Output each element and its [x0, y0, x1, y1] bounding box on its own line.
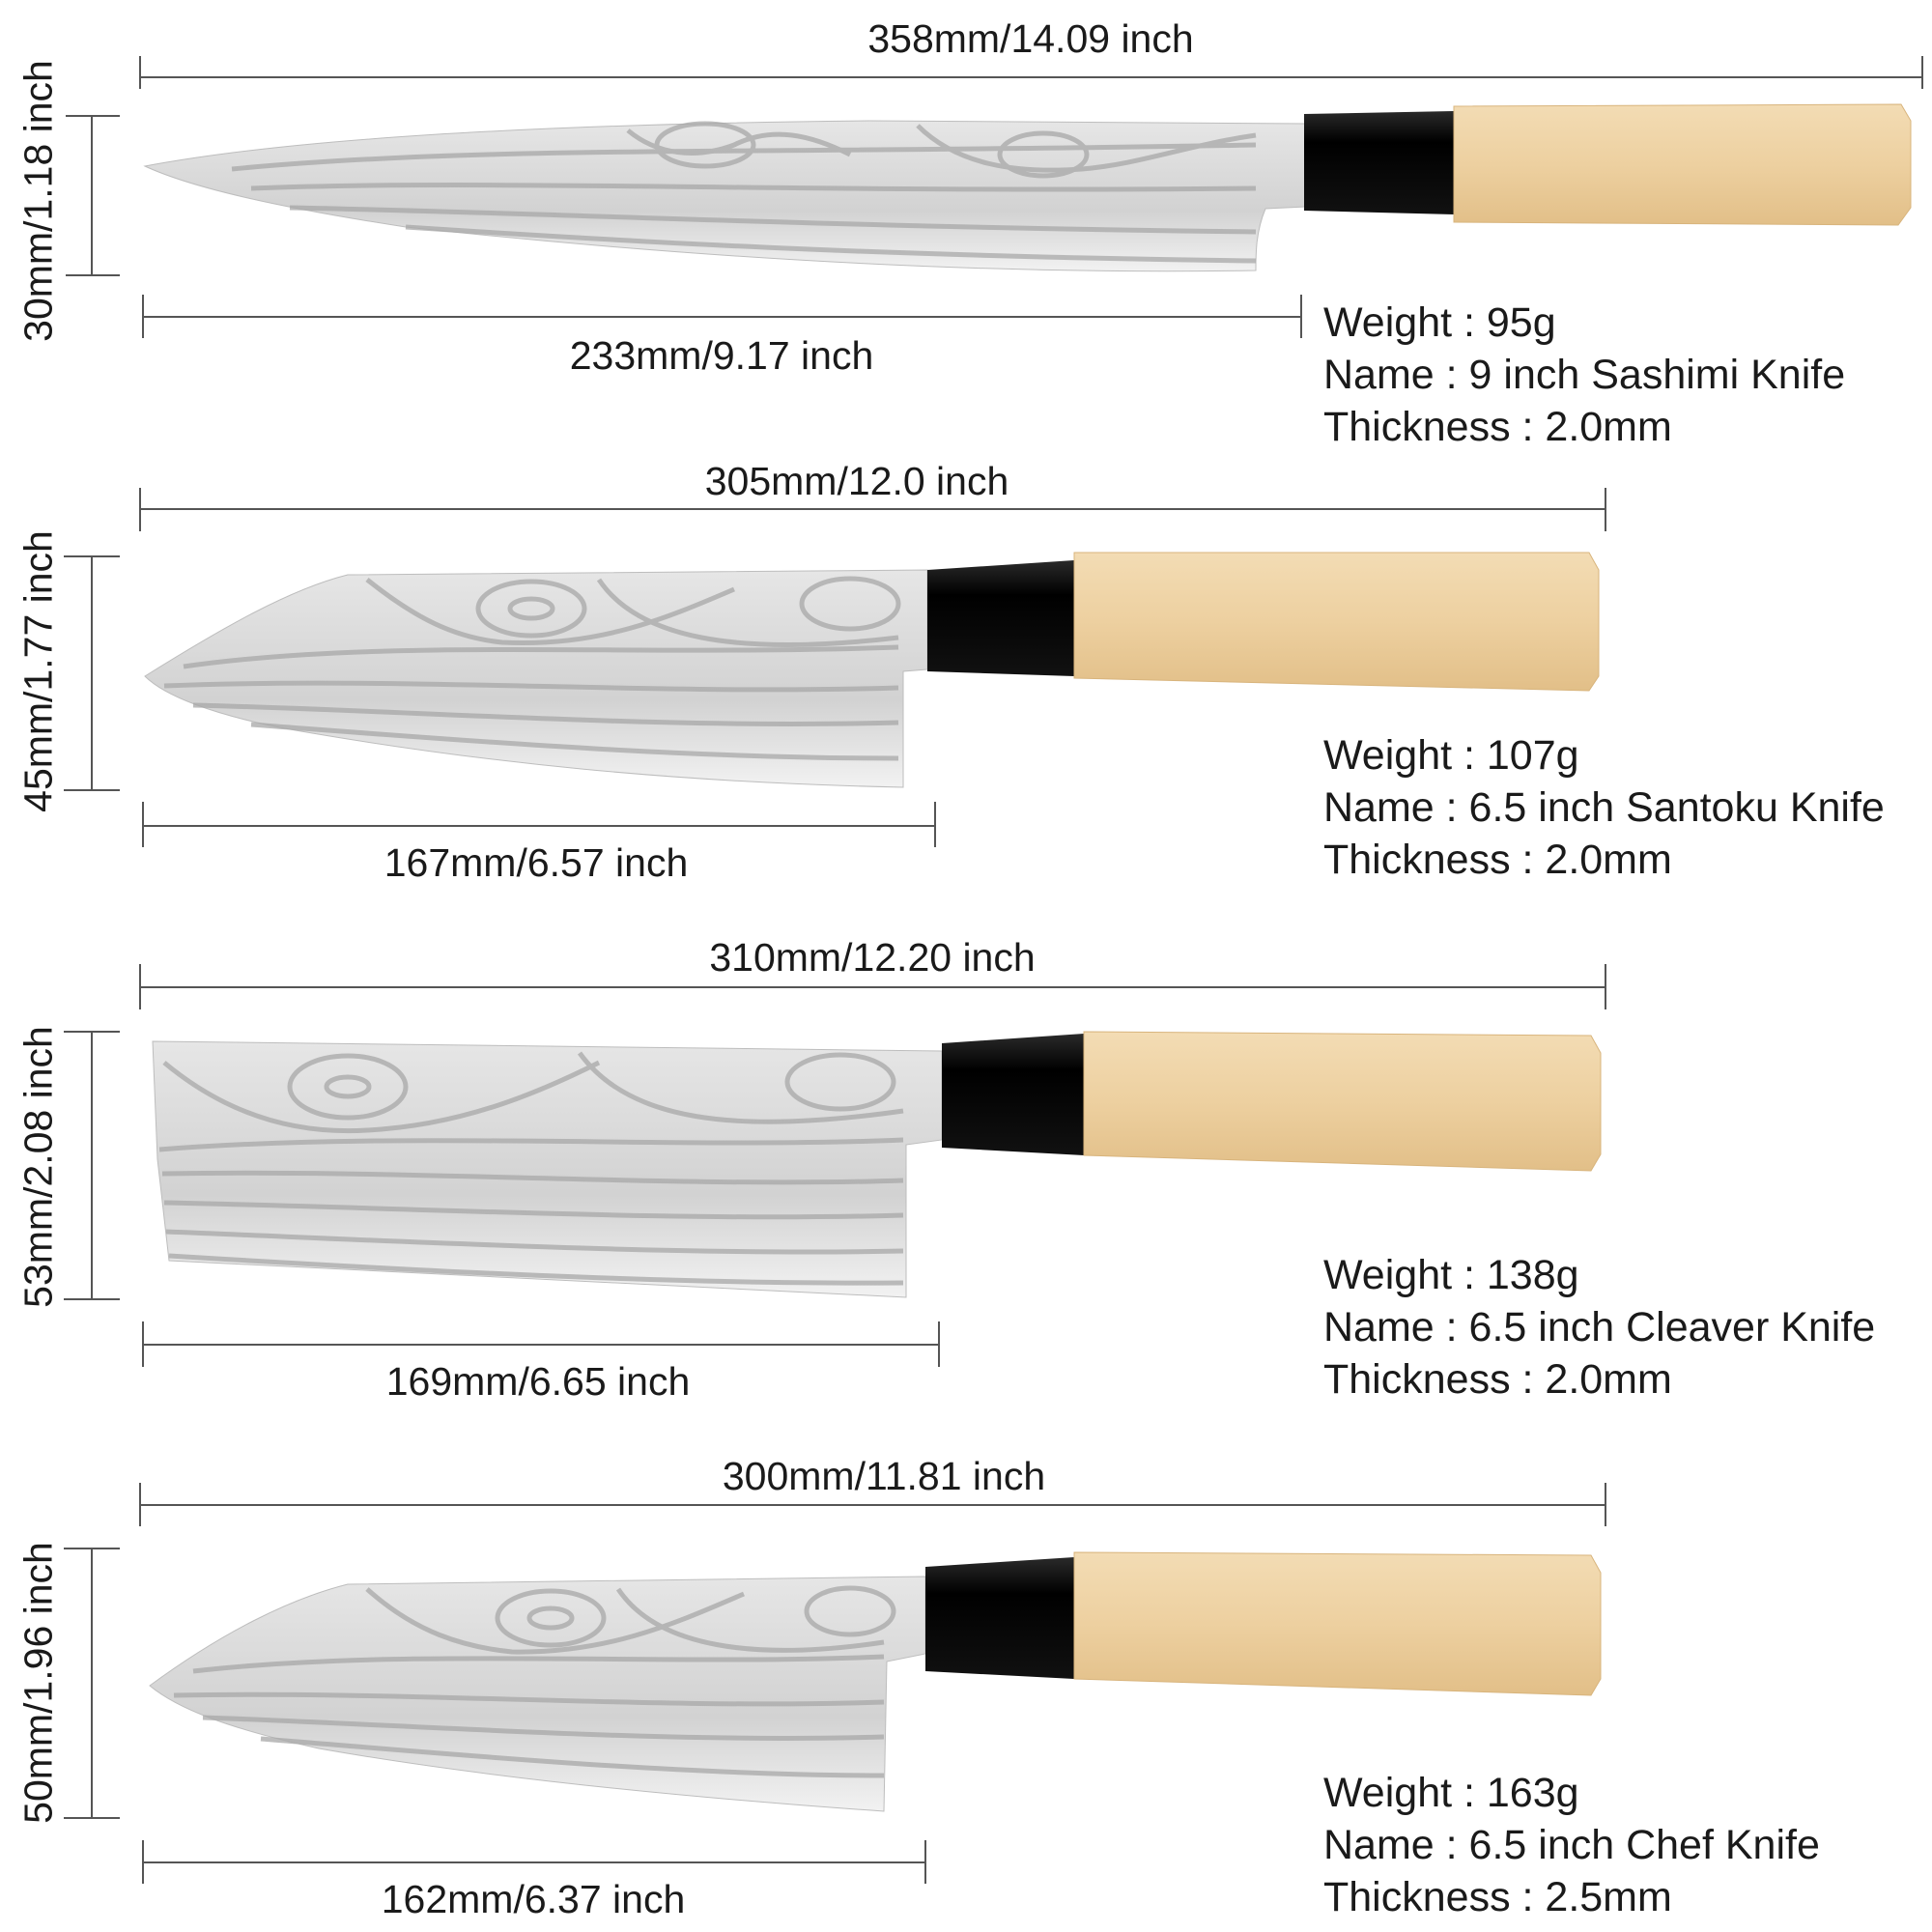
knife-3-blade-length: 169mm/6.65 inch	[385, 1359, 691, 1404]
knife-4-overall-length: 300mm/11.81 inch	[722, 1454, 1046, 1498]
knife-4-blade	[149, 1576, 926, 1812]
knife-1-blade-height: 30mm/1.18 inch	[15, 60, 61, 342]
knife-4-damascus-pattern	[173, 1585, 896, 1778]
knife-1-dimension-lines	[66, 56, 1923, 338]
knife-1-weight: Weight : 95g	[1323, 299, 1556, 346]
knife-4-weight: Weight : 163g	[1323, 1770, 1579, 1816]
knife-4-specs: Weight : 163g Name : 6.5 inch Chef Knife…	[1323, 1768, 1820, 1923]
knife-3-specs: Weight : 138g Name : 6.5 inch Cleaver Kn…	[1323, 1250, 1875, 1406]
knife-2-handle	[1073, 552, 1600, 692]
knife-3-thickness: Thickness : 2.0mm	[1323, 1355, 1672, 1403]
knife-2-blade-length: 167mm/6.57 inch	[384, 840, 689, 885]
knife-3-bolster	[942, 1034, 1084, 1155]
knife-3-overall-length: 310mm/12.20 inch	[709, 935, 1036, 980]
knife-4-name: Name : 6.5 inch Chef Knife	[1323, 1821, 1820, 1868]
knife-1-blade-length: 233mm/9.17 inch	[569, 333, 874, 378]
knife-4-thickness: Thickness : 2.5mm	[1323, 1873, 1672, 1920]
knife-2-bolster	[927, 560, 1074, 676]
knife-1-overall-length: 358mm/14.09 inch	[867, 16, 1194, 61]
knife-4-bolster	[925, 1557, 1074, 1679]
knife-4-blade-height: 50mm/1.96 inch	[15, 1542, 61, 1824]
knife-2-weight: Weight : 107g	[1323, 732, 1579, 779]
knife-1-thickness: Thickness : 2.0mm	[1323, 403, 1672, 450]
knife-1-bolster	[1304, 111, 1454, 214]
knife-4-handle	[1073, 1551, 1602, 1696]
knife-3-weight: Weight : 138g	[1323, 1252, 1579, 1298]
knife-2-damascus-pattern	[163, 576, 901, 761]
knife-3-name: Name : 6.5 inch Cleaver Knife	[1323, 1303, 1876, 1350]
knife-1-blade	[143, 120, 1307, 272]
knife-3-blade	[152, 1040, 943, 1298]
knife-1-damascus-pattern	[231, 121, 1257, 264]
knife-4-blade-length: 162mm/6.37 inch	[381, 1877, 686, 1921]
knife-3-blade-height: 53mm/2.08 inch	[15, 1026, 61, 1308]
knife-2-thickness: Thickness : 2.0mm	[1323, 836, 1672, 883]
knife-2-blade-height: 45mm/1.77 inch	[15, 530, 61, 812]
knife-1-specs: Weight : 95g Name : 9 inch Sashimi Knife…	[1323, 298, 1845, 453]
knife-2-blade	[144, 569, 928, 788]
knife-2-overall-length: 305mm/12.0 inch	[704, 459, 1009, 503]
knife-3-handle	[1083, 1031, 1602, 1172]
knife-3-damascus-pattern	[158, 1051, 904, 1286]
knife-2-specs: Weight : 107g Name : 6.5 inch Santoku Kn…	[1323, 730, 1885, 886]
knife-1-handle	[1453, 103, 1912, 226]
knife-1-name: Name : 9 inch Sashimi Knife	[1323, 351, 1846, 398]
knife-2-name: Name : 6.5 inch Santoku Knife	[1323, 783, 1885, 831]
